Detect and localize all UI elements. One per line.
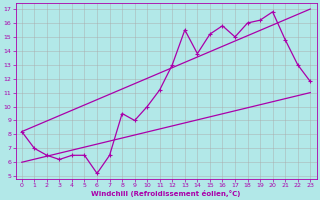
X-axis label: Windchill (Refroidissement éolien,°C): Windchill (Refroidissement éolien,°C) bbox=[91, 190, 241, 197]
